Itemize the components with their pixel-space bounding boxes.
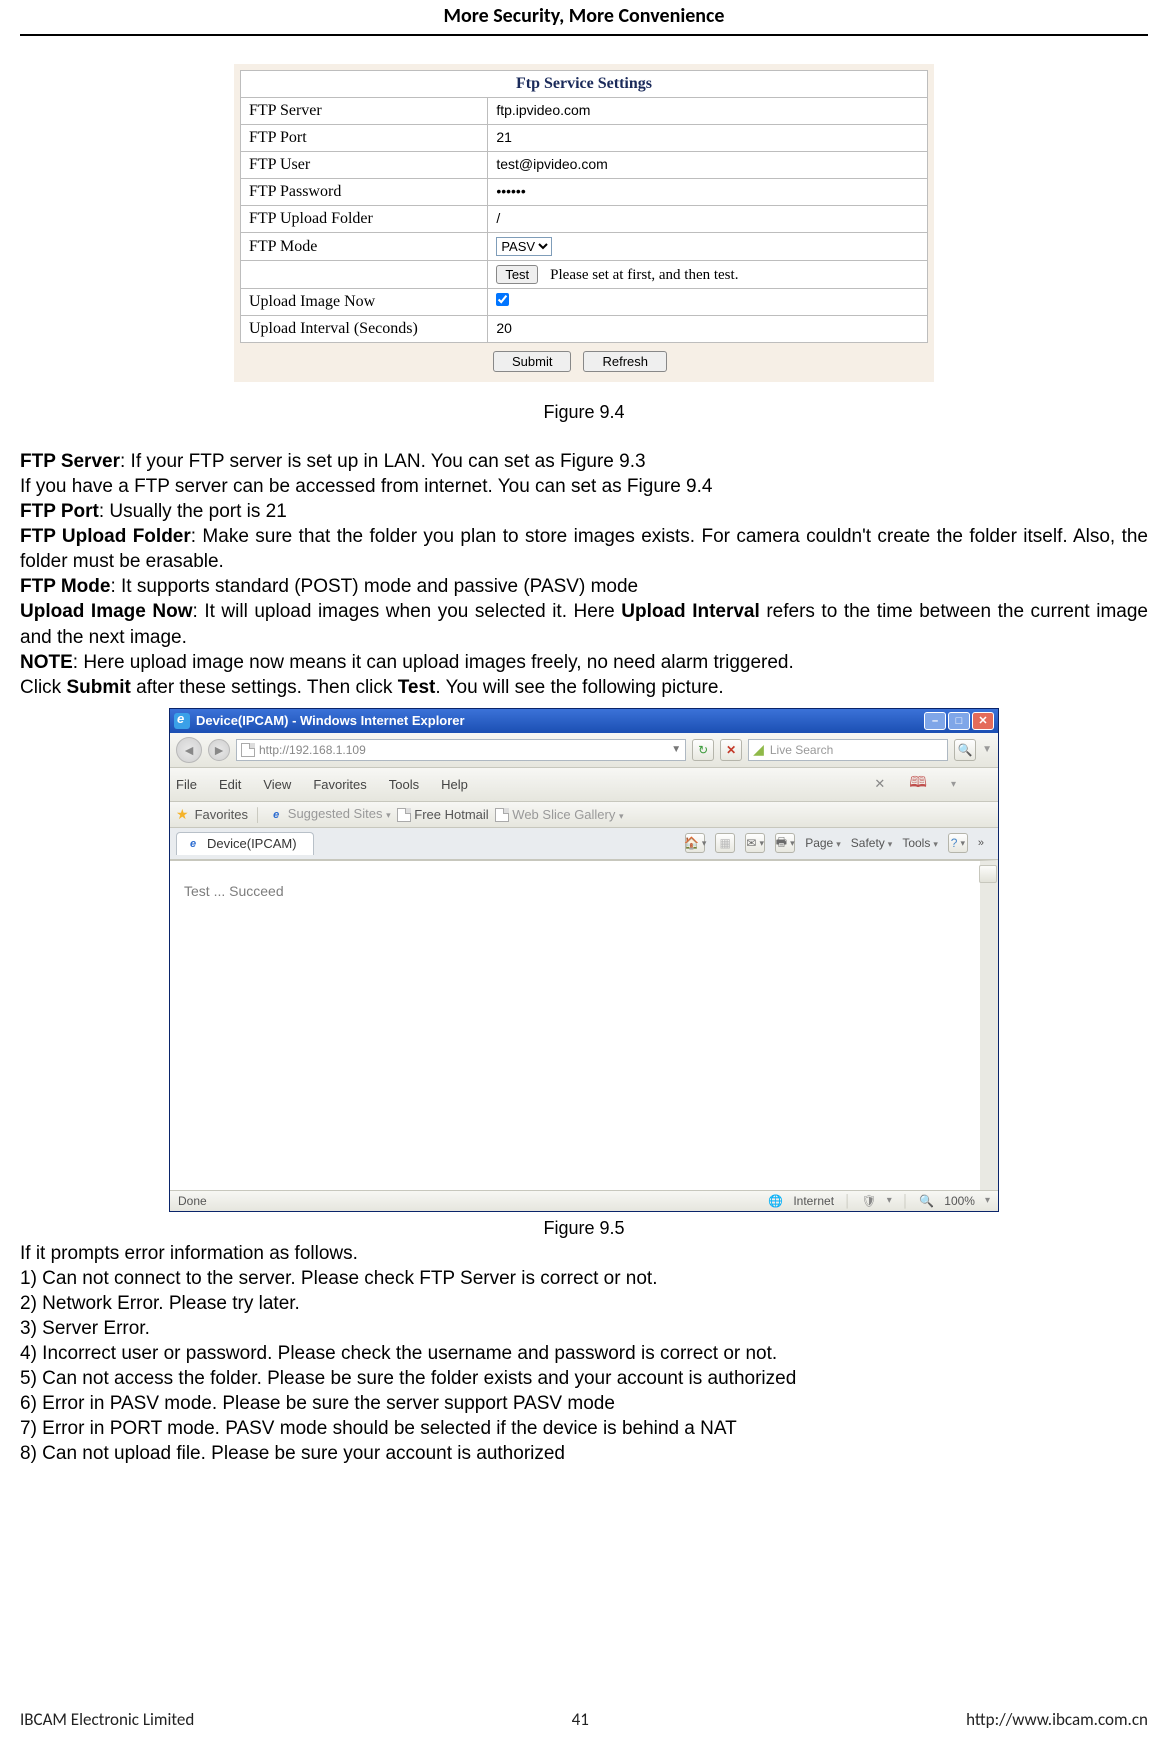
ftp-port-label: FTP Port — [241, 125, 488, 152]
help-button[interactable]: ? — [948, 833, 968, 853]
search-box[interactable]: ◢ Live Search — [748, 739, 948, 761]
error-item: 6) Error in PASV mode. Please be sure th… — [20, 1391, 1148, 1416]
footer-page-number: 41 — [572, 1709, 589, 1730]
ftp-server-input[interactable] — [496, 102, 898, 118]
live-search-icon: ◢ — [753, 741, 764, 758]
page-header: More Security, More Convenience — [20, 0, 1148, 36]
favorites-label[interactable]: Favorites — [195, 807, 248, 822]
page-menu[interactable]: Page — [805, 836, 841, 850]
home-button[interactable]: 🏠 — [685, 833, 705, 853]
footer-url: http://www.ibcam.com.cn — [966, 1709, 1148, 1730]
upload-interval-label: Upload Interval (Seconds) — [241, 316, 488, 343]
error-item: 7) Error in PORT mode. PASV mode should … — [20, 1416, 1148, 1441]
search-placeholder: Live Search — [770, 743, 833, 757]
window-minimize-button[interactable]: – — [924, 712, 946, 730]
zoom-icon: 🔍 — [919, 1194, 934, 1208]
upload-interval-input[interactable] — [496, 320, 898, 336]
ie-app-icon — [174, 713, 190, 729]
ie-titlebar: Device(IPCAM) - Windows Internet Explore… — [170, 709, 998, 733]
window-close-button[interactable]: ✕ — [972, 712, 994, 730]
menu-favorites[interactable]: Favorites — [313, 777, 366, 792]
ftp-test-button[interactable]: Test — [496, 265, 538, 284]
test-result-text: Test ... Succeed — [184, 883, 284, 899]
back-button[interactable]: ◄ — [176, 737, 202, 763]
menu-tools[interactable]: Tools — [389, 777, 419, 792]
body-text-block: FTP Server: If your FTP server is set up… — [20, 449, 1148, 700]
ie-address-row: ◄ ► http://192.168.1.109 ▼ ↻ ✕ ◢ Live Se… — [170, 733, 998, 768]
browser-tab[interactable]: e Device(IPCAM) — [176, 832, 314, 855]
refresh-button[interactable]: Refresh — [583, 351, 667, 372]
tab-label: Device(IPCAM) — [207, 836, 297, 851]
ie-window-title: Device(IPCAM) - Windows Internet Explore… — [196, 713, 924, 728]
status-left: Done — [178, 1194, 207, 1208]
error-item: 2) Network Error. Please try later. — [20, 1291, 1148, 1316]
ftp-mode-select[interactable]: PASV — [496, 237, 552, 256]
print-button[interactable]: 🖶 — [775, 833, 795, 853]
error-list-block: If it prompts error information as follo… — [20, 1241, 1148, 1467]
submit-button[interactable]: Submit — [493, 351, 571, 372]
ftp-port-input[interactable] — [496, 129, 898, 145]
forward-button[interactable]: ► — [208, 739, 230, 761]
page-footer: IBCAM Electronic Limited 41 http://www.i… — [20, 1709, 1148, 1730]
ftp-folder-label: FTP Upload Folder — [241, 206, 488, 233]
ftp-mode-label: FTP Mode — [241, 233, 488, 261]
search-go-button[interactable]: 🔍 — [954, 739, 976, 761]
menu-help[interactable]: Help — [441, 777, 468, 792]
ie-content-area: Test ... Succeed — [170, 860, 998, 1190]
ie-tab-row: e Device(IPCAM) 🏠 ▦ ✉ 🖶 Page Safety Tool… — [170, 828, 998, 860]
ftp-settings-panel: Ftp Service Settings FTP Server FTP Port… — [234, 64, 934, 382]
ftp-user-input[interactable] — [496, 156, 898, 172]
ftp-folder-input[interactable] — [496, 210, 898, 226]
ftp-password-label: FTP Password — [241, 179, 488, 206]
zone-globe-icon: 🌐 — [768, 1194, 783, 1208]
toolbar-overflow-icon[interactable]: » — [978, 837, 984, 849]
tab-favicon-icon: e — [185, 836, 201, 852]
ie-favorites-row: ★ Favorites │ e Suggested Sites ▾ Free H… — [170, 802, 998, 828]
ftp-user-label: FTP User — [241, 152, 488, 179]
ftp-test-hint: Please set at first, and then test. — [550, 267, 738, 283]
free-hotmail-link[interactable]: Free Hotmail — [397, 807, 489, 823]
ie-status-bar: Done 🌐 Internet │ 🛡 ▾ │ 🔍 100% ▾ — [170, 1190, 998, 1211]
tools-menu[interactable]: Tools — [902, 836, 938, 850]
mail-button[interactable]: ✉ — [745, 833, 765, 853]
menu-view[interactable]: View — [263, 777, 291, 792]
favorites-star-icon: ★ — [176, 806, 189, 823]
address-bar[interactable]: http://192.168.1.109 ▼ — [236, 739, 686, 761]
address-text: http://192.168.1.109 — [259, 743, 667, 757]
address-dropdown-icon[interactable]: ▼ — [671, 744, 681, 755]
ftp-password-input[interactable] — [496, 183, 898, 199]
feeds-button[interactable]: ▦ — [715, 833, 735, 853]
status-zone: Internet — [793, 1194, 834, 1208]
stop-button[interactable]: ✕ — [720, 739, 742, 761]
error-item: 1) Can not connect to the server. Please… — [20, 1266, 1148, 1291]
error-item: 8) Can not upload file. Please be sure y… — [20, 1441, 1148, 1466]
ftp-panel-title: Ftp Service Settings — [241, 71, 928, 98]
protected-mode-icon: 🛡 — [862, 1194, 877, 1208]
zoom-level[interactable]: 100% — [944, 1194, 975, 1208]
window-maximize-button[interactable]: □ — [948, 712, 970, 730]
page-icon — [241, 743, 255, 757]
ie-menu-row: File Edit View Favorites Tools Help ✕ 🕮 … — [170, 768, 998, 802]
error-item: 4) Incorrect user or password. Please ch… — [20, 1341, 1148, 1366]
search-menu-icon[interactable]: ▼ — [982, 744, 992, 755]
footer-company: IBCAM Electronic Limited — [20, 1709, 194, 1730]
error-item: 3) Server Error. — [20, 1316, 1148, 1341]
safety-menu[interactable]: Safety — [851, 836, 893, 850]
suggested-sites-link[interactable]: e Suggested Sites ▾ — [268, 806, 390, 823]
go-refresh-button[interactable]: ↻ — [692, 739, 714, 761]
ftp-server-label: FTP Server — [241, 98, 488, 125]
toolbar-x-icon[interactable]: ✕ — [874, 776, 885, 792]
toolbar-convert-icon[interactable]: 🕮 — [909, 772, 927, 797]
upload-now-checkbox[interactable] — [496, 293, 509, 306]
figure-9-4-caption: Figure 9.4 — [20, 402, 1148, 423]
menu-edit[interactable]: Edit — [219, 777, 241, 792]
menu-file[interactable]: File — [176, 777, 197, 792]
upload-now-label: Upload Image Now — [241, 289, 488, 316]
figure-9-5-caption: Figure 9.5 — [20, 1218, 1148, 1239]
error-item: 5) Can not access the folder. Please be … — [20, 1366, 1148, 1391]
web-slice-link[interactable]: Web Slice Gallery ▾ — [495, 807, 624, 823]
ie-window: Device(IPCAM) - Windows Internet Explore… — [169, 708, 999, 1212]
